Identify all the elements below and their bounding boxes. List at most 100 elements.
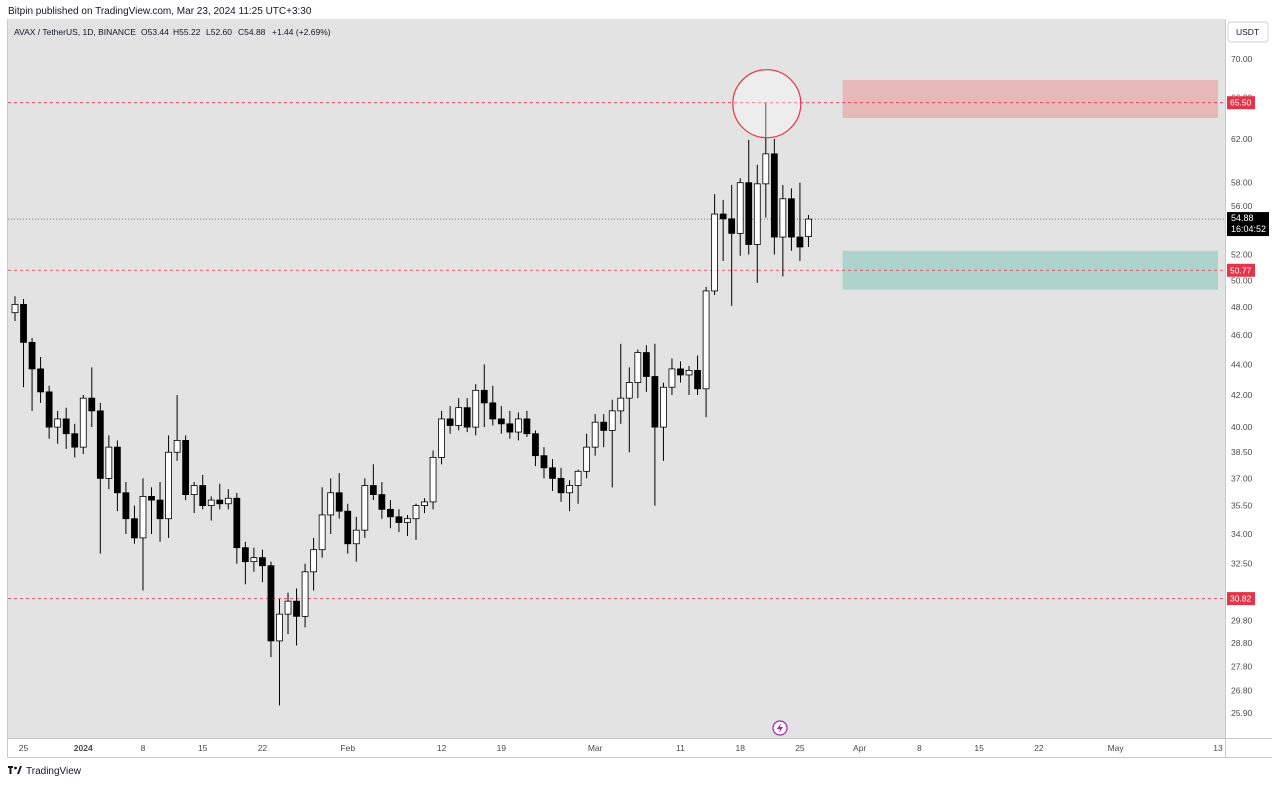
candle-body: [361, 485, 369, 531]
candle-down: [88, 367, 96, 428]
x-tick-label: 25: [19, 743, 29, 753]
candle-body: [463, 407, 471, 428]
y-tick-label: 37.00: [1231, 473, 1253, 483]
candle-down: [395, 509, 403, 533]
y-tick-label: 29.80: [1231, 616, 1253, 626]
candle-body: [523, 418, 531, 435]
candle-body: [429, 456, 437, 503]
candle-down: [199, 474, 207, 510]
candle-up: [429, 450, 437, 510]
candle-body: [11, 304, 19, 314]
x-tick-label: 22: [1034, 743, 1044, 753]
tv-logo-icon: [8, 766, 22, 777]
candle-body: [131, 518, 138, 539]
candle-up: [207, 496, 215, 521]
y-tick-label: 58.00: [1231, 178, 1253, 188]
candle-body: [318, 514, 326, 551]
x-tick-label: 15: [198, 743, 208, 753]
candle-down: [20, 299, 27, 388]
candle-down: [523, 410, 531, 438]
currency-button-label[interactable]: USDT: [1236, 27, 1259, 37]
candle-body: [745, 182, 753, 245]
candle-up: [79, 395, 87, 454]
candle-up: [438, 410, 445, 465]
x-tick-label: Mar: [588, 743, 603, 753]
candle-up: [301, 563, 309, 628]
candle-up: [668, 358, 676, 396]
candle-down: [557, 467, 565, 502]
last-price-tag: 54.88 16:04:52: [1227, 212, 1269, 237]
candle-body: [702, 290, 710, 390]
footer: TradingView: [8, 766, 81, 777]
candle-down: [148, 487, 155, 535]
candle-down: [719, 199, 727, 261]
candle-body: [634, 352, 642, 383]
candle-body: [762, 153, 770, 185]
y-tick-label: 50.00: [1231, 275, 1253, 285]
legend: AVAX / TetherUS, 1D, BINANCE O53.44 H55.…: [14, 27, 331, 37]
candle-body: [20, 304, 27, 343]
candle-body: [301, 571, 309, 617]
candle-up: [11, 296, 19, 322]
candle-down: [259, 549, 266, 583]
candle-body: [199, 485, 207, 507]
candle-body: [532, 433, 539, 457]
legend-low: L52.60: [206, 27, 232, 37]
currency-button[interactable]: USDT: [1227, 21, 1269, 43]
candle-down: [131, 505, 138, 544]
x-tick-label: 2024: [74, 743, 93, 753]
candle-up: [711, 194, 719, 295]
candle-up: [250, 547, 258, 572]
lightning-icon[interactable]: [772, 720, 788, 736]
candle-body: [497, 418, 505, 425]
candle-up: [352, 516, 360, 562]
candle-down: [233, 492, 241, 564]
candle-body: [88, 397, 96, 412]
level-tag-bg: [1227, 96, 1255, 110]
candle-body: [583, 446, 591, 472]
candle-body: [113, 446, 121, 494]
candle-body: [566, 485, 573, 494]
candle-body: [651, 376, 659, 428]
candle-body: [335, 492, 343, 512]
candle-down: [463, 398, 471, 433]
candle-up: [105, 435, 113, 490]
candle-body: [625, 382, 633, 399]
legend-change: +1.44 (+2.69%): [272, 27, 331, 37]
candle-body: [574, 470, 582, 486]
footer-brand: TradingView: [26, 766, 82, 777]
price-axis[interactable]: [1225, 19, 1272, 738]
candle-down: [28, 338, 36, 411]
time-axis[interactable]: [8, 738, 1225, 758]
candle-up: [472, 384, 480, 436]
candle-down: [506, 410, 514, 439]
last-price-value: 54.88: [1231, 213, 1254, 223]
candle-up: [583, 433, 591, 479]
candle-body: [267, 565, 275, 642]
candle-body: [387, 508, 394, 518]
currency-button-bg[interactable]: [1227, 21, 1269, 43]
candle-body: [779, 198, 787, 238]
candle-down: [267, 561, 275, 658]
candle-body: [259, 557, 266, 567]
candle-body: [352, 529, 360, 545]
candle-down: [446, 406, 454, 434]
candle-up: [284, 592, 292, 635]
candle-up: [173, 395, 181, 461]
y-tick-label: 35.50: [1231, 501, 1253, 511]
zone-resistance: [842, 80, 1218, 118]
candle-up: [762, 102, 770, 218]
candle-body: [156, 499, 164, 520]
x-tick-label: 11: [676, 743, 685, 753]
candle-body: [122, 492, 130, 520]
candle-up: [224, 489, 232, 510]
candle-body: [224, 497, 232, 505]
candle-body: [455, 407, 463, 426]
last-price-countdown: 16:04:52: [1231, 224, 1266, 234]
candle-up: [625, 367, 633, 453]
candle-body: [753, 183, 761, 245]
legend-open: O53.44: [141, 27, 169, 37]
lightning-icon-bolt: [777, 723, 783, 733]
plot-area[interactable]: [8, 19, 1225, 738]
